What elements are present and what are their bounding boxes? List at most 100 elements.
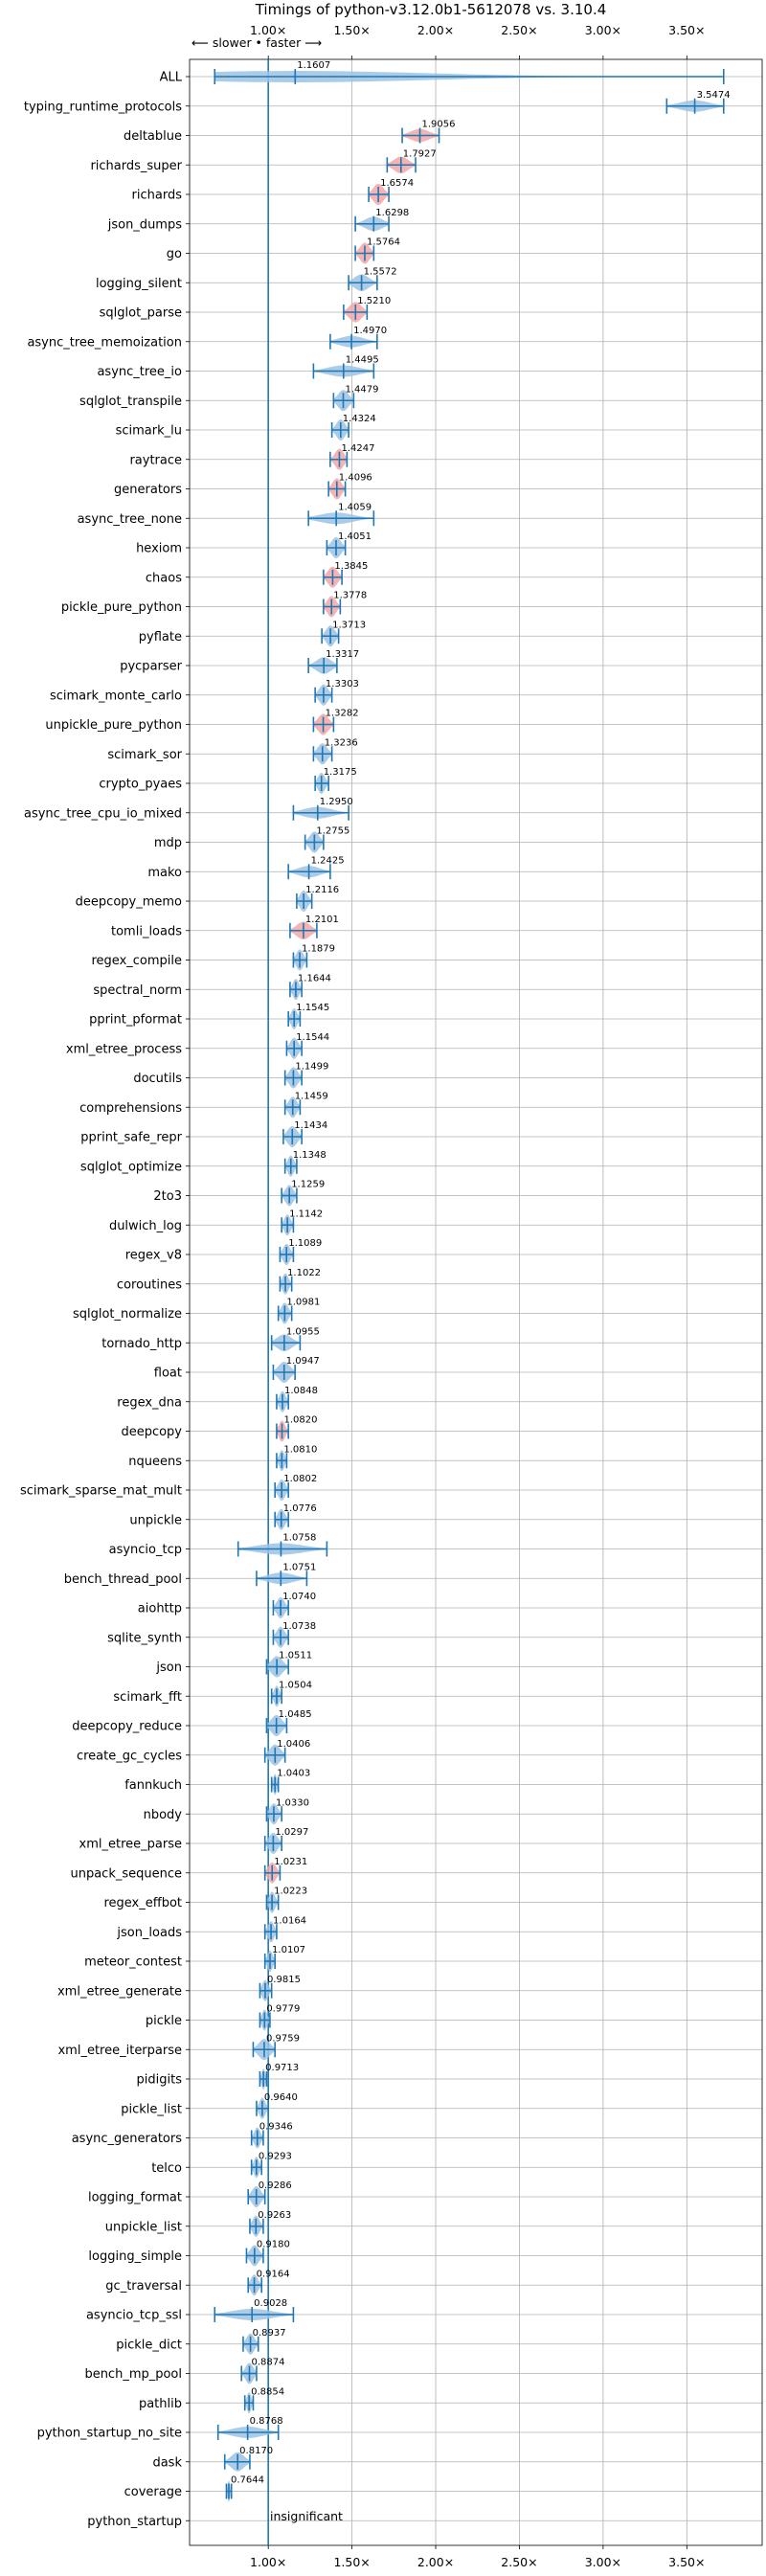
benchmark-label: unpack_sequence [70,1866,182,1881]
value-label: 1.5572 [364,266,397,277]
benchmark-violin: 1.0751 [256,1562,316,1587]
benchmark-violin: 1.5210 [343,296,391,323]
x-tick-label-bottom: 3.50× [668,2555,705,2569]
value-label: 1.0751 [282,1562,316,1572]
benchmark-violin: 1.5572 [348,266,397,291]
benchmark-label: unpickle [129,1513,182,1527]
benchmark-violin: 1.1434 [282,1120,327,1147]
value-label: 1.3713 [332,620,366,630]
value-label: 1.0164 [273,1915,306,1926]
value-label: 0.9759 [266,2033,300,2044]
benchmark-violin: 1.3713 [321,620,366,647]
value-label: 0.9164 [257,2269,290,2279]
x-tick-label-bottom: 2.50× [501,2555,537,2569]
benchmark-label: richards_super [90,159,182,173]
value-label: 1.0738 [282,1621,316,1632]
benchmark-label: async_tree_none [78,512,182,527]
benchmark-violin: 1.1544 [285,1032,329,1059]
x-tick-label-bottom: 1.50× [333,2555,370,2569]
benchmark-label: pyflate [139,630,182,644]
benchmark-violin: 1.1259 [281,1180,325,1207]
benchmark-label: sqlglot_normalize [73,1307,182,1322]
benchmark-label: pickle_pure_python [61,600,182,615]
value-label: 0.9293 [259,2151,292,2161]
value-label: 1.3778 [333,591,367,601]
benchmark-label: pprint_pformat [89,1013,182,1028]
benchmark-label: python_startup [87,2515,182,2529]
benchmark-label: dask [152,2455,182,2470]
value-label: 1.6298 [375,208,409,218]
benchmark-violin: 1.0223 [265,1887,307,1913]
value-label: 1.4970 [353,326,387,336]
benchmark-violin: 1.3317 [307,649,359,674]
benchmark-violin: 3.5474 [665,90,731,114]
benchmark-label: scimark_sor [107,748,182,762]
benchmark-label: regex_compile [91,954,182,968]
benchmark-violin: 1.0511 [265,1651,312,1678]
value-label: 1.0740 [282,1592,316,1602]
benchmark-violin: 0.8874 [240,2358,284,2384]
value-label: 1.1459 [295,1091,328,1101]
value-label: 1.0231 [274,1857,307,1867]
benchmark-violin: 1.6574 [368,178,414,205]
value-label: 1.1644 [298,973,331,983]
benchmark-violin: 1.4051 [326,531,372,558]
value-label: 1.4051 [338,531,372,542]
value-label: 1.5764 [367,237,400,248]
value-label: 1.4059 [338,502,372,512]
value-label: 1.1259 [291,1180,325,1190]
x-tick-label-bottom: 3.00× [585,2555,621,2569]
benchmark-violin: 1.1348 [283,1150,327,1177]
benchmark-label: hexiom [136,542,182,556]
benchmark-label: pickle_list [121,2102,182,2116]
x-tick-label-top: 3.50× [668,23,705,37]
benchmark-label: pickle_dict [116,2338,182,2352]
benchmark-violin: 0.9815 [259,1975,301,2001]
value-label: 1.1499 [295,1062,328,1073]
value-label: 1.0802 [283,1474,317,1484]
benchmark-label: regex_v8 [125,1249,182,1263]
benchmark-label: create_gc_cycles [77,1749,182,1763]
value-label: 1.0511 [279,1651,312,1661]
value-label: 1.0947 [286,1356,320,1367]
benchmark-label: tomli_loads [111,924,182,938]
benchmark-violin: 1.0947 [272,1356,320,1383]
benchmark-label: async_tree_memoization [27,335,182,350]
benchmark-label: async_generators [72,2132,183,2146]
benchmark-violin: 1.0164 [263,1915,306,1943]
benchmark-violin: 1.0231 [263,1857,307,1884]
benchmark-violin: 1.2101 [289,915,339,939]
value-label: 0.9180 [257,2240,290,2250]
value-label: 0.9263 [258,2210,291,2221]
value-label: 1.1434 [294,1120,327,1131]
value-label: 0.9713 [265,2063,299,2073]
benchmark-violin: 0.8768 [216,2416,283,2440]
benchmark-label: regex_effbot [103,1896,182,1910]
benchmark-label: coverage [124,2485,182,2499]
benchmark-label: deepcopy_memo [76,895,182,910]
value-label: 0.9346 [259,2122,293,2133]
benchmark-label: bench_mp_pool [84,2367,182,2382]
benchmark-violin: 0.8854 [243,2386,284,2414]
benchmark-label: unpickle_pure_python [45,718,182,733]
value-label: 0.7644 [231,2475,264,2486]
benchmark-violin: 1.2425 [287,855,345,880]
benchmark-violin: 0.9263 [249,2210,291,2237]
benchmark-label: asyncio_tcp [109,1543,182,1557]
benchmark-label: scimark_monte_carlo [50,689,182,703]
benchmark-label: xml_etree_iterparse [57,2044,182,2058]
value-label: 1.2950 [320,797,353,807]
benchmark-violin: 1.0776 [274,1503,317,1530]
benchmark-label: fannkuch [124,1778,182,1793]
value-label: 1.4096 [339,473,372,484]
benchmark-rows: 1.1607 3.5474 1.9056 1.7927 1.6574 1.6298 1.57… [214,60,731,2502]
benchmark-label: scimark_fft [113,1690,182,1705]
benchmark-label: nqueens [128,1455,182,1469]
value-label: 0.9286 [259,2181,292,2191]
benchmark-violin: 0.9759 [252,2033,300,2061]
benchmark-label: chaos [146,571,182,585]
benchmark-label: pathlib [139,2397,182,2411]
benchmark-violin: 1.5764 [354,237,400,264]
x-tick-label-top: 2.00× [417,23,454,37]
